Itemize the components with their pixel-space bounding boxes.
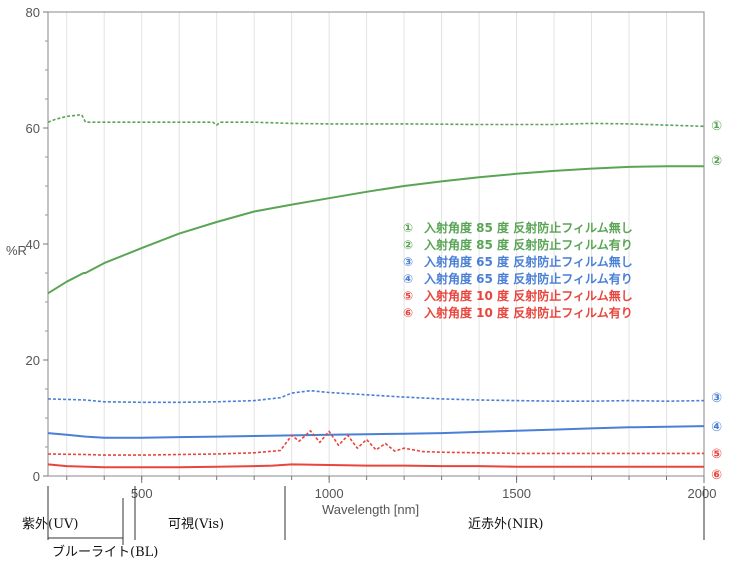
series-line-3 — [47, 389, 705, 404]
x-axis: 500 1000 1500 2000 — [66, 476, 717, 501]
region-label: 可視(Vis) — [168, 517, 224, 532]
series-line-1 — [47, 113, 705, 128]
legend-marker: ④ — [403, 272, 413, 286]
y-tick-label: 0 — [33, 469, 40, 484]
legend-marker: ⑥ — [403, 306, 413, 320]
series-end-labels: ① ② ③ ④ ⑤ ⑥ — [711, 119, 722, 483]
legend-entry: 入射角度 10 度 反射防止フィルム無し — [424, 288, 633, 303]
x-tick-label: 1500 — [502, 486, 531, 501]
x-tick-label: 1000 — [315, 486, 344, 501]
legend-marker: ③ — [403, 255, 413, 269]
x-axis-title: Wavelength [nm] — [322, 502, 419, 517]
series-line-4 — [47, 425, 705, 439]
series-lines — [47, 113, 705, 469]
legend-entry: 入射角度 65 度 反射防止フィルム有り — [424, 271, 633, 286]
x-tick-label: 500 — [131, 486, 153, 501]
legend-marker: ① — [403, 221, 413, 235]
region-label: ブルーライト(BL) — [52, 544, 158, 560]
legend-entry: 入射角度 85 度 反射防止フィルム有り — [424, 237, 633, 252]
legend-entry: 入射角度 10 度 反射防止フィルム有り — [424, 305, 633, 320]
wavelength-regions: 紫外(UV) ブルーライト(BL) 可視(Vis) 近赤外(NIR) — [22, 486, 705, 560]
region-label: 近赤外(NIR) — [468, 517, 543, 532]
y-tick-label: 60 — [26, 121, 40, 136]
series-end-label: ⑤ — [711, 447, 722, 462]
series-line-6 — [47, 463, 704, 469]
x-tick-label: 2000 — [688, 486, 717, 501]
y-tick-label: 80 — [26, 5, 40, 20]
legend-entry: 入射角度 85 度 反射防止フィルム無し — [424, 220, 633, 235]
legend-marker: ② — [403, 238, 413, 252]
legend: ① 入射角度 85 度 反射防止フィルム無し ② 入射角度 85 度 反射防止フィルム… — [403, 220, 633, 320]
series-line-2 — [47, 165, 704, 295]
series-end-label: ⑥ — [711, 468, 722, 483]
y-tick-label: 40 — [26, 237, 40, 252]
legend-entry: 入射角度 65 度 反射防止フィルム無し — [424, 254, 633, 269]
series-end-label: ④ — [711, 420, 722, 435]
series-end-label: ① — [711, 119, 722, 134]
series-end-label: ② — [711, 154, 722, 169]
series-end-label: ③ — [711, 391, 722, 406]
region-label: 紫外(UV) — [22, 517, 79, 532]
y-tick-label: 20 — [26, 353, 40, 368]
grid — [66, 12, 668, 476]
series-line-5 — [47, 429, 704, 456]
y-axis: 0 20 40 60 80 — [26, 5, 48, 484]
legend-marker: ⑤ — [403, 289, 413, 303]
y-axis-title: %R — [6, 243, 27, 258]
